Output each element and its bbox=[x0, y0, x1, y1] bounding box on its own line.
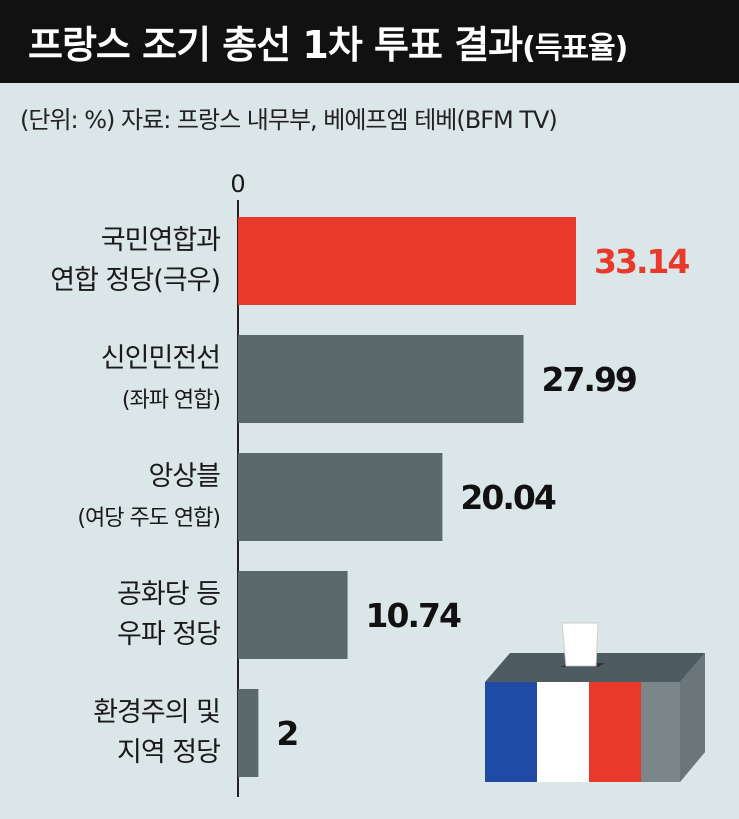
category-label-3-1: 우파 정당 bbox=[117, 619, 220, 650]
ballot-box-side-shade bbox=[680, 653, 705, 782]
flag-white-stripe bbox=[537, 682, 589, 782]
bar-0 bbox=[238, 217, 577, 305]
axis-zero-tick: 0 bbox=[230, 170, 245, 198]
value-label-2: 20.04 bbox=[460, 478, 555, 517]
bar-4 bbox=[238, 689, 259, 777]
value-label-1: 27.99 bbox=[541, 360, 635, 399]
bar-2 bbox=[238, 453, 443, 541]
title-bar: 프랑스 조기 총선 1차 투표 결과(득표율) bbox=[0, 0, 739, 83]
chart-title: 프랑스 조기 총선 1차 투표 결과(득표율) bbox=[0, 14, 628, 69]
category-label-4-1: 지역 정당 bbox=[117, 737, 220, 768]
flag-blue-stripe bbox=[485, 682, 537, 782]
ballot-paper bbox=[561, 622, 599, 667]
chart-title-main: 프랑스 조기 총선 1차 투표 결과 bbox=[28, 23, 523, 67]
ballot-box-icon bbox=[485, 622, 705, 782]
category-label-0-0: 국민연합과 bbox=[101, 225, 220, 256]
value-label-3: 10.74 bbox=[366, 596, 461, 635]
category-label-3-0: 공화당 등 bbox=[117, 579, 220, 610]
unit-source-line: (단위: %) 자료: 프랑스 내무부, 베에프엠 테베(BFM TV) bbox=[20, 106, 558, 134]
category-label-1-1: (좌파 연합) bbox=[122, 388, 220, 413]
bar-3 bbox=[238, 571, 348, 659]
value-label-0: 33.14 bbox=[594, 242, 689, 281]
category-label-1-0: 신인민전선 bbox=[101, 343, 220, 374]
category-label-2-1: (여당 주도 연합) bbox=[77, 506, 220, 531]
value-label-4: 2 bbox=[276, 714, 297, 753]
category-label-4-0: 환경주의 및 bbox=[93, 697, 220, 728]
category-label-0-1: 연합 정당(극우) bbox=[50, 265, 220, 296]
bar-1 bbox=[238, 335, 524, 423]
category-label-2-0: 앙상블 bbox=[148, 461, 220, 492]
flag-red-stripe bbox=[589, 682, 641, 782]
chart-title-suffix: (득표율) bbox=[522, 31, 628, 66]
ballot-box-top bbox=[485, 653, 705, 682]
